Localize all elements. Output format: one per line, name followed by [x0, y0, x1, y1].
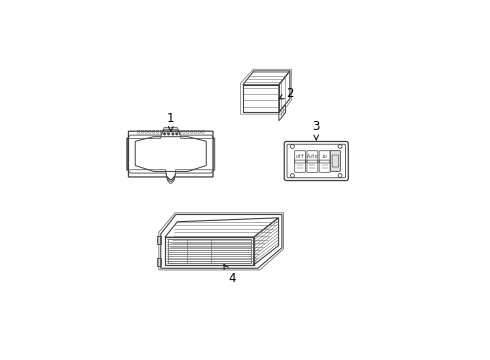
- Circle shape: [168, 133, 170, 135]
- Text: 1: 1: [167, 112, 174, 131]
- Text: 3: 3: [313, 120, 320, 140]
- Text: 2: 2: [279, 87, 294, 100]
- Text: io: io: [322, 154, 327, 159]
- Circle shape: [176, 133, 178, 135]
- Circle shape: [164, 133, 166, 135]
- FancyBboxPatch shape: [330, 150, 341, 171]
- Text: Auto: Auto: [307, 154, 318, 159]
- Text: off: off: [296, 154, 304, 159]
- Text: 4: 4: [224, 264, 236, 285]
- Circle shape: [172, 133, 174, 135]
